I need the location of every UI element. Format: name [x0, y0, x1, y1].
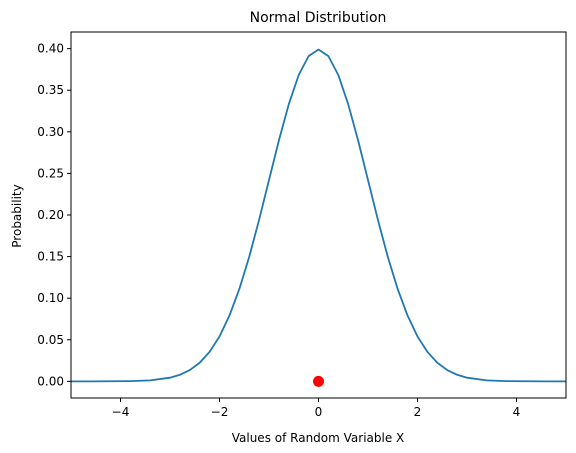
y-tick-label: 0.05	[37, 333, 64, 347]
mean-point-marker	[313, 375, 324, 387]
x-tick-label: 2	[414, 405, 422, 419]
y-tick-label: 0.20	[37, 208, 64, 222]
x-axis: −4 −2 0 2 4	[112, 398, 521, 419]
x-tick-label: 4	[513, 405, 521, 419]
y-tick-label: 0.00	[37, 374, 64, 388]
x-tick-label: −2	[211, 405, 229, 419]
x-axis-label: Values of Random Variable X	[232, 431, 405, 445]
y-axis: 0.00 0.05 0.10 0.15 0.20 0.25 0.30 0.35 0.40	[37, 42, 71, 388]
x-tick-label: 0	[315, 405, 323, 419]
y-tick-label: 0.35	[37, 83, 64, 97]
y-tick-label: 0.30	[37, 125, 64, 139]
density-curve-line	[71, 48, 566, 383]
y-tick-label: 0.10	[37, 291, 64, 305]
x-tick-label: −4	[112, 405, 130, 419]
y-tick-label: 0.15	[37, 250, 64, 264]
plot-area	[71, 48, 566, 383]
chart-title: Normal Distribution	[250, 10, 387, 26]
y-tick-label: 0.40	[37, 42, 64, 56]
y-tick-label: 0.25	[37, 166, 64, 180]
y-axis-label: Probability	[10, 184, 24, 247]
plot-frame	[70, 31, 567, 399]
